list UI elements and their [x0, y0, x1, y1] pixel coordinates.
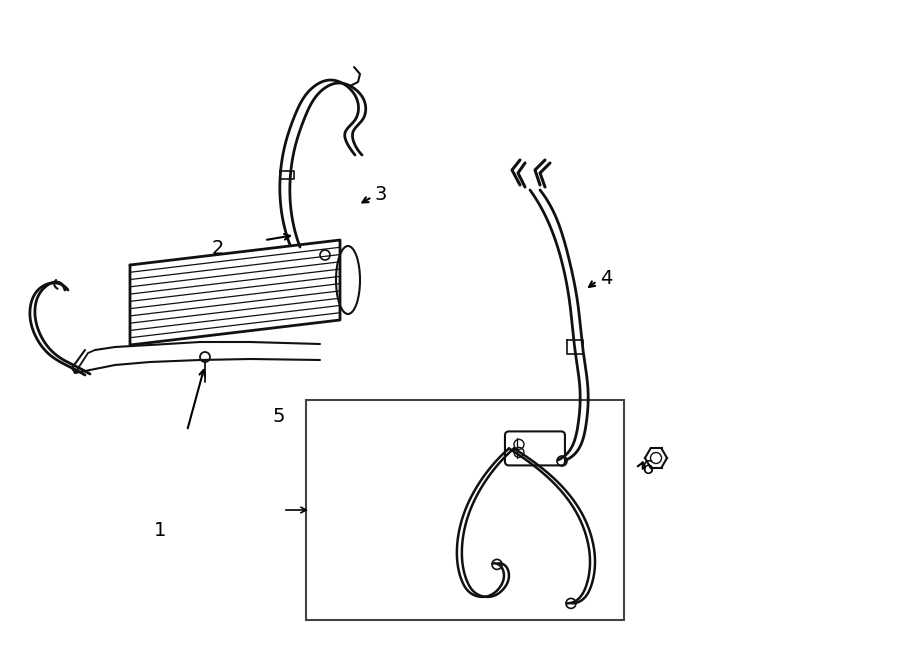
Text: 4: 4 — [599, 268, 612, 288]
Text: 5: 5 — [273, 407, 285, 426]
Bar — [306, 400, 624, 620]
Text: 1: 1 — [154, 520, 166, 539]
Text: 2: 2 — [212, 239, 224, 258]
Text: 6: 6 — [642, 459, 654, 477]
Text: 3: 3 — [374, 186, 387, 204]
